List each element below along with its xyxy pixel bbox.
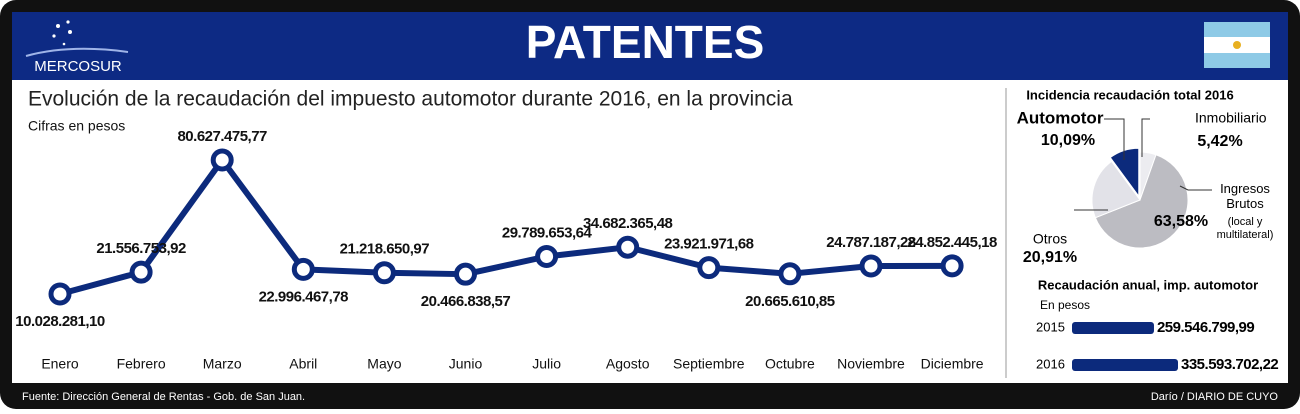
line-point	[372, 261, 396, 285]
pie-slice	[1094, 154, 1189, 249]
line-point	[697, 256, 721, 280]
data-label: 22.996.467,78	[259, 288, 349, 305]
data-label: 24.787.187,28	[826, 234, 916, 251]
line-series	[59, 157, 953, 297]
data-label: 20.665.610,85	[745, 293, 835, 310]
line-point	[535, 244, 559, 268]
x-tick-label: Agosto	[606, 356, 650, 372]
data-label: 20.466.838,57	[421, 293, 511, 310]
logo-arc	[25, 47, 129, 57]
bar-title: Recaudación anual, imp. automotor	[1038, 277, 1258, 292]
data-label: 21.556.753,92	[96, 240, 186, 257]
pie-value-label: 10,09%	[1041, 132, 1095, 149]
data-label: 34.682.365,48	[583, 215, 673, 232]
line-point	[940, 254, 964, 278]
data-label: 335.593.702,22	[1181, 356, 1278, 373]
data-label: 259.546.799,99	[1157, 319, 1254, 336]
line-point	[859, 254, 883, 278]
x-tick-label: Marzo	[203, 356, 242, 372]
x-tick-label: Octubre	[765, 356, 815, 372]
leader-line	[1141, 118, 1150, 157]
line-point	[210, 148, 234, 172]
x-tick-label: Enero	[41, 356, 79, 372]
leader-line	[1104, 118, 1125, 160]
x-tick-label: Julio	[532, 356, 561, 372]
pie-label: Ingresos Brutos	[1220, 181, 1270, 211]
header-band	[12, 12, 1288, 80]
pie-value-label: 5,42%	[1197, 133, 1242, 150]
pie-label: Automotor	[1017, 108, 1104, 127]
line-point	[616, 235, 640, 259]
x-tick-label: Mayo	[367, 356, 401, 372]
line-title: Evolución de la recaudación del impuesto…	[28, 88, 793, 111]
x-tick-label: Febrero	[117, 356, 166, 372]
bar	[1072, 322, 1154, 334]
data-label: 29.789.653,64	[502, 224, 593, 241]
data-label: 80.627.475,77	[177, 128, 267, 145]
pie-label: Otros	[1033, 231, 1067, 247]
line-point	[291, 257, 315, 281]
x-tick-label: Abril	[289, 356, 317, 372]
footer-source: Fuente: Dirección General de Rentas - Go…	[22, 391, 305, 403]
x-tick-label: Septiembre	[673, 356, 745, 372]
logo-stars	[52, 20, 72, 46]
line-point	[129, 260, 153, 284]
x-tick-label: Noviembre	[837, 356, 905, 372]
footer-credit: Darío / DIARIO DE CUYO	[1151, 391, 1279, 403]
line-point	[778, 262, 802, 286]
x-tick-label: Junio	[449, 356, 483, 372]
logo-text: MERCOSUR	[34, 58, 122, 75]
pie-value-label: 63,58%	[1154, 213, 1208, 230]
y-tick-label: 2016	[1036, 356, 1065, 371]
pie-label: Inmobiliario	[1195, 110, 1267, 126]
line-subtitle: Cifras en pesos	[28, 118, 125, 134]
pie-title: Incidencia recaudación total 2016	[1026, 87, 1233, 102]
line-point	[454, 262, 477, 286]
data-label: 21.218.650,97	[340, 241, 430, 258]
y-tick-label: 2015	[1036, 319, 1065, 334]
x-tick-label: Diciembre	[921, 356, 984, 372]
pie-value-label: 20,91%	[1023, 249, 1077, 266]
data-label: 23.921.971,68	[664, 236, 754, 253]
data-label: 24.852.445,18	[907, 234, 997, 251]
header-title: PATENTES	[526, 16, 765, 68]
leader-line	[1179, 185, 1212, 191]
data-label: 10.028.281,10	[15, 313, 105, 330]
bar	[1072, 359, 1178, 371]
pie-annotation: (local y multilateral)	[1217, 216, 1274, 241]
pie-slice	[1091, 160, 1141, 219]
bar-subtitle: En pesos	[1040, 298, 1090, 312]
line-point	[48, 282, 72, 306]
flag	[1204, 22, 1270, 68]
